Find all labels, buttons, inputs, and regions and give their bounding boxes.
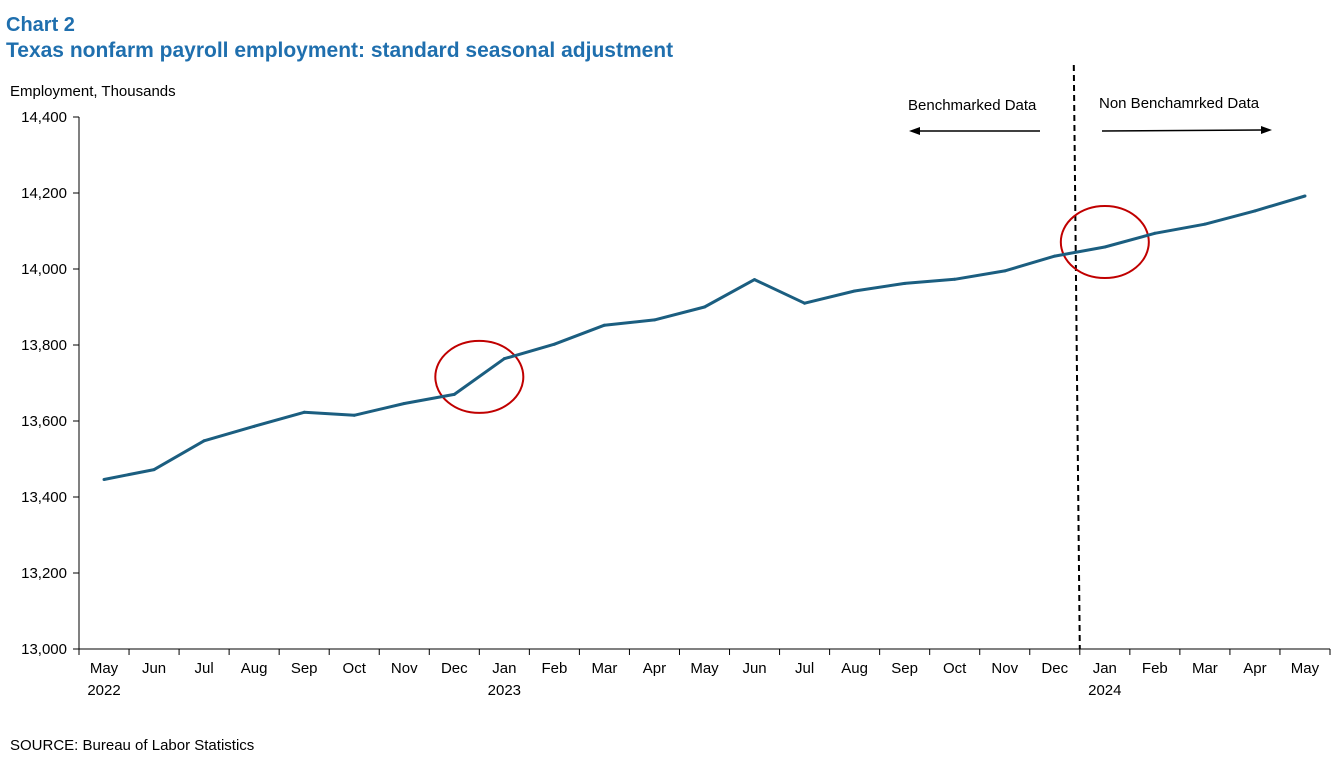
benchmarked-data-label: Benchmarked Data: [908, 97, 1037, 114]
chart-number: Chart 2: [6, 14, 75, 36]
x-tick-label: Mar: [1192, 660, 1218, 677]
data-point: [703, 305, 706, 309]
x-tick-label: Jun: [142, 660, 166, 677]
y-tick-label: 13,400: [21, 489, 67, 506]
x-tick-label: Dec: [1041, 660, 1068, 677]
data-point: [753, 278, 757, 282]
x-tick-label: Oct: [943, 660, 967, 677]
y-axis: 13,000 13,200 13,400 13,600 13,800 14,000 14,2…: [21, 109, 80, 658]
x-tick-label: Aug: [241, 660, 268, 677]
y-axis-label: Employment, Thousands: [10, 83, 176, 100]
y-tick-label: 13,800: [21, 337, 67, 354]
data-point: [202, 439, 206, 443]
data-point: [1203, 222, 1207, 226]
x-tick-label: May: [1291, 660, 1320, 677]
data-point: [652, 318, 656, 322]
y-tick-label: 14,000: [21, 261, 67, 278]
data-point: [302, 410, 306, 414]
data-point: [1003, 269, 1007, 273]
data-point: [1303, 194, 1307, 198]
x-tick-label: Feb: [1142, 660, 1168, 677]
highlight-circle: [1059, 205, 1150, 280]
data-point: [102, 478, 106, 482]
x-axis: May Jun Jul Aug Sep Oct Nov Dec Jan Feb Mar Apr May J…: [78, 648, 1331, 699]
x-year-label: 2024: [1088, 682, 1121, 699]
highlight-circle: [434, 339, 525, 414]
x-year-label: 2022: [87, 682, 120, 699]
x-tick-label: Jul: [795, 660, 814, 677]
x-year-label: 2023: [488, 682, 521, 699]
data-point: [853, 289, 857, 293]
x-tick-label: Jul: [195, 660, 214, 677]
y-tick-label: 13,000: [21, 641, 67, 658]
benchmarked-arrowhead: [909, 127, 920, 135]
x-tick-label: Nov: [991, 660, 1018, 677]
chart-title: Texas nonfarm payroll employment: standa…: [6, 39, 674, 62]
data-point: [502, 357, 506, 361]
non-benchmarked-arrowhead: [1261, 126, 1272, 134]
benchmark-divider: [1072, 64, 1081, 650]
y-tick-label: 14,400: [21, 109, 67, 126]
data-point: [252, 424, 256, 428]
data-point: [803, 301, 807, 305]
x-tick-label: Apr: [1243, 660, 1266, 677]
y-tick-label: 14,200: [21, 185, 67, 202]
x-tick-label: Jun: [742, 660, 766, 677]
data-point: [402, 402, 406, 406]
x-tick-label: May: [90, 660, 119, 677]
x-tick-label: Sep: [291, 660, 318, 677]
x-tick-label: Sep: [891, 660, 918, 677]
data-point: [1153, 231, 1157, 235]
data-point: [1253, 209, 1257, 213]
data-point: [352, 413, 356, 417]
x-tick-label: May: [690, 660, 719, 677]
data-point: [552, 342, 556, 346]
x-tick-label: Nov: [391, 660, 418, 677]
x-tick-label: Mar: [591, 660, 617, 677]
x-tick-label: Oct: [343, 660, 367, 677]
data-point: [1103, 245, 1107, 249]
data-point: [903, 281, 907, 285]
y-tick-label: 13,200: [21, 565, 67, 582]
annotations: Benchmarked Data Non Benchamrked Data: [434, 64, 1272, 650]
x-tick-label: Dec: [441, 660, 468, 677]
x-tick-label: Apr: [643, 660, 666, 677]
data-point: [953, 277, 957, 281]
source-note: SOURCE: Bureau of Labor Statistics: [10, 737, 255, 754]
x-tick-label: Jan: [1093, 660, 1117, 677]
data-point: [452, 392, 456, 396]
y-tick-label: 13,600: [21, 413, 67, 430]
series-line: [103, 194, 1306, 481]
non-benchmarked-arrow-line: [1101, 129, 1263, 132]
non-benchmarked-data-label: Non Benchamrked Data: [1099, 95, 1260, 112]
x-tick-label: Jan: [492, 660, 516, 677]
data-point: [152, 468, 156, 472]
x-tick-label: Feb: [541, 660, 567, 677]
x-tick-label: Aug: [841, 660, 868, 677]
series-group: [102, 194, 1307, 482]
data-point: [602, 323, 606, 327]
data-point: [1053, 254, 1057, 258]
